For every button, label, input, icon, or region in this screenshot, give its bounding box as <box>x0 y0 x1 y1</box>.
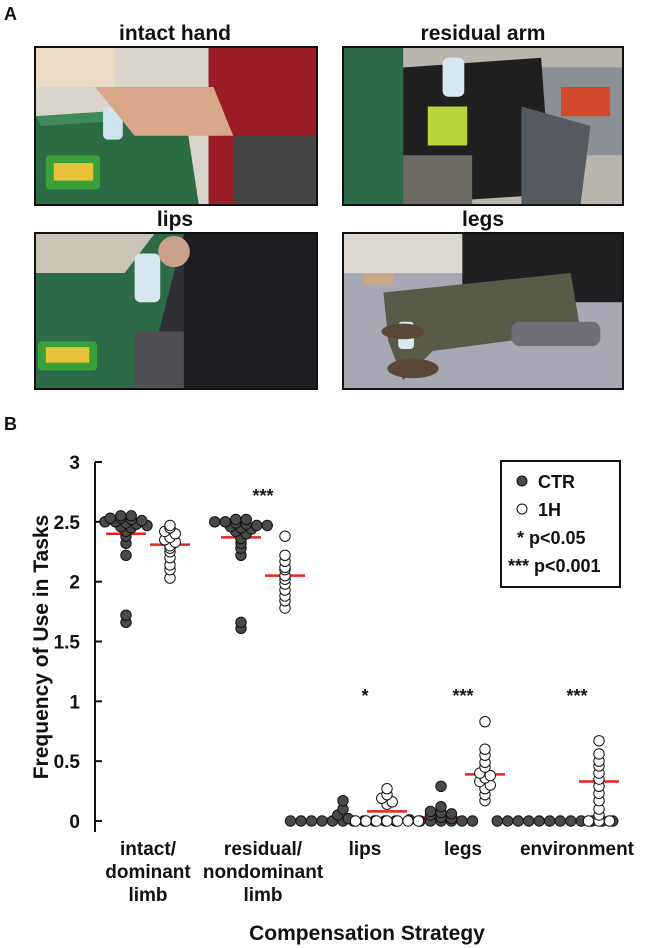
point-ctr-0 <box>104 512 116 524</box>
point-ctr-3 <box>466 815 479 827</box>
point-ctr-4 <box>565 815 577 827</box>
category-label: residual/nondominant limb <box>203 839 324 906</box>
legend-1h: 1H <box>538 500 561 520</box>
point-1h-3 <box>479 743 491 755</box>
y-tick-label: 1 <box>69 692 80 713</box>
point-ctr-1 <box>251 519 263 532</box>
category-label: intact/dominant limb <box>105 839 191 906</box>
point-ctr-4 <box>502 815 514 827</box>
point-1h-2 <box>360 815 372 827</box>
point-ctr-2 <box>284 815 297 827</box>
point-ctr-3 <box>456 815 468 827</box>
category-label: legs <box>444 839 482 860</box>
point-1h-4 <box>603 815 616 827</box>
point-ctr-1 <box>240 513 252 526</box>
y-tick-label: 0 <box>69 812 80 833</box>
y-ticks: 0 0.5 1 1.5 2 2.5 3 <box>54 453 102 833</box>
panel-a-letter: A <box>4 4 17 24</box>
y-tick-label: 3 <box>69 453 80 474</box>
point-ctr-0 <box>125 510 137 522</box>
point-1h-3 <box>479 715 491 728</box>
point-ctr-0 <box>115 510 127 522</box>
y-tick-label: 0.5 <box>54 752 81 773</box>
x-axis-title: Compensation Strategy <box>249 922 485 945</box>
point-ctr-1 <box>261 519 273 532</box>
point-ctr-4 <box>491 815 503 827</box>
point-1h-1 <box>279 549 291 562</box>
point-1h-2 <box>402 815 414 827</box>
point-1h-2 <box>349 815 362 827</box>
legend-p0001: *** p<0.001 <box>508 556 601 576</box>
point-ctr-4 <box>523 815 535 827</box>
point-ctr-1 <box>230 513 242 526</box>
photo-title-intact-hand: intact hand <box>118 22 231 45</box>
point-ctr-1 <box>235 616 247 629</box>
category-label: environment <box>520 839 635 860</box>
point-1h-4 <box>593 735 605 747</box>
panel-b-letter: B <box>4 414 17 434</box>
y-axis-title: Frequency of Use in Tasks <box>30 515 53 780</box>
point-1h-2 <box>391 815 404 827</box>
significance-marker: * <box>361 686 368 706</box>
y-tick-label: 2 <box>69 573 80 594</box>
point-ctr-2 <box>316 815 328 827</box>
legend-marker-ctr <box>516 475 528 487</box>
point-ctr-2 <box>305 815 318 827</box>
point-ctr-3 <box>435 780 447 792</box>
category-label: lips <box>349 839 382 860</box>
point-ctr-4 <box>554 815 566 827</box>
point-1h-3 <box>484 769 496 782</box>
point-ctr-3 <box>424 805 437 818</box>
y-tick-label: 1.5 <box>54 633 81 654</box>
photo-title-residual-arm: residual arm <box>420 22 546 45</box>
photo-intact-hand <box>34 46 318 206</box>
photo-legs <box>342 232 624 390</box>
photo-title-lips: lips <box>156 208 194 231</box>
photo-title-legs: legs <box>461 208 505 231</box>
photo-lips <box>34 232 318 390</box>
significance-marker: *** <box>566 686 587 706</box>
data-points <box>99 510 619 827</box>
significance-marker: *** <box>452 686 473 706</box>
point-ctr-0 <box>120 609 132 621</box>
point-1h-1 <box>279 530 291 542</box>
point-1h-0 <box>164 519 176 532</box>
point-1h-2 <box>381 815 393 827</box>
significance-marker: *** <box>252 486 273 506</box>
legend: CTR 1H * p<0.05 *** p<0.001 <box>500 460 621 588</box>
point-ctr-1 <box>219 516 231 528</box>
legend-p005: * p<0.05 <box>517 528 586 548</box>
legend-marker-1h <box>516 503 528 515</box>
point-ctr-4 <box>544 815 556 827</box>
point-ctr-3 <box>445 808 458 820</box>
y-tick-label: 2.5 <box>54 513 81 534</box>
point-ctr-2 <box>295 815 307 827</box>
point-ctr-4 <box>533 815 545 827</box>
point-1h-2 <box>412 815 425 827</box>
photo-residual-arm <box>342 46 624 206</box>
point-ctr-0 <box>120 549 132 562</box>
point-ctr-4 <box>512 815 524 827</box>
point-ctr-1 <box>209 516 221 528</box>
legend-ctr: CTR <box>538 472 575 492</box>
point-1h-2 <box>370 815 383 827</box>
point-ctr-0 <box>136 514 148 527</box>
significance-markers: **** *** *** <box>252 486 587 706</box>
point-ctr-2 <box>337 794 349 807</box>
point-1h-4 <box>582 815 595 827</box>
point-ctr-3 <box>435 800 447 813</box>
point-1h-2 <box>381 782 393 795</box>
point-1h-4 <box>593 748 605 760</box>
